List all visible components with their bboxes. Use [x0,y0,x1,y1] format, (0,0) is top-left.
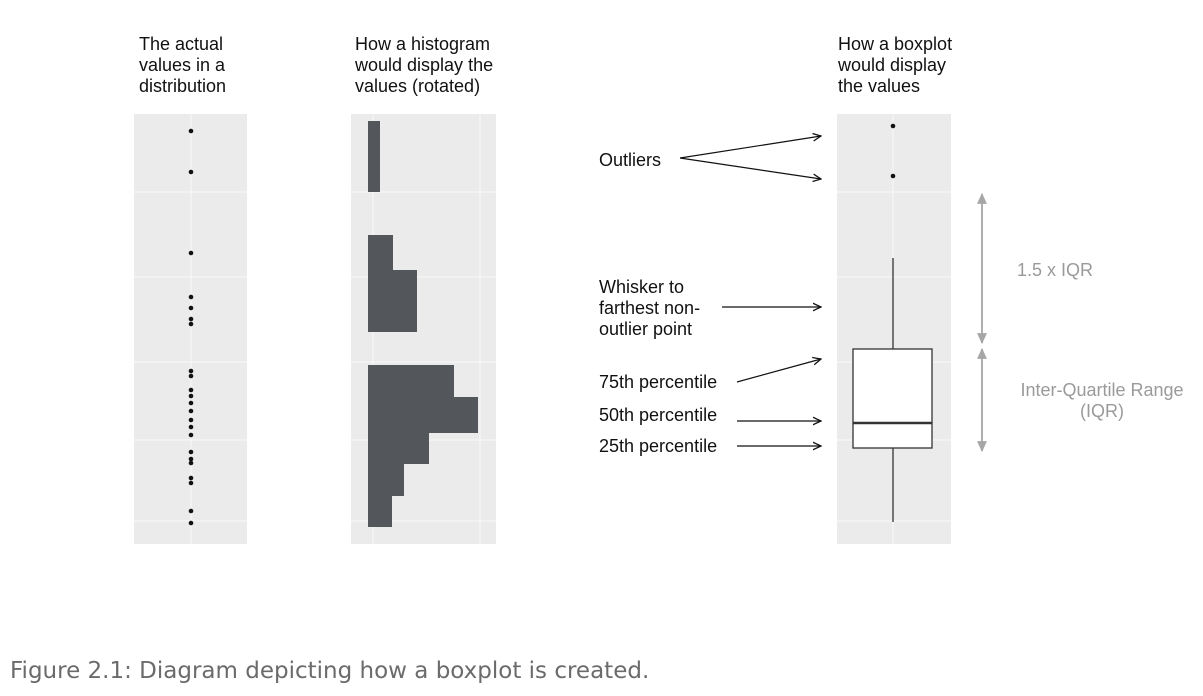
panel-title-histogram: How a histogram would display the values (… [354,34,493,96]
outliers-label: Outliers [599,150,661,170]
value-point [188,449,194,455]
value-point [188,417,194,423]
values-panel [134,114,247,544]
value-point [188,508,194,514]
value-point [188,305,194,311]
value-point [188,321,194,327]
value-point [188,387,194,393]
value-point [188,373,194,379]
value-point [188,408,194,414]
value-point [188,393,194,399]
value-point [188,424,194,430]
iqr15-label: 1.5 x IQR [1017,260,1093,280]
percentile-75-arrow [736,359,821,383]
histogram-bars [368,121,478,527]
outlier-arrow-lower [679,157,821,179]
value-point [188,169,194,175]
value-point [188,128,194,134]
histogram-panel [351,114,496,544]
panel-title-values: The actual values in a distribution [139,34,226,96]
outlier-arrow-upper [679,136,821,159]
outlier-point [890,123,896,129]
outlier-point [890,173,896,179]
percentile-25-label: 25th percentile [599,436,717,456]
value-point [188,456,194,462]
percentile-50-label: 50th percentile [599,405,717,425]
histogram-bar [368,433,429,464]
iqr-label: Inter-Quartile Range (IQR) [1020,380,1183,421]
value-point [188,368,194,374]
iqr-box [852,348,933,449]
histogram-bar [368,464,404,496]
boxplot-panel [837,114,951,544]
boxplot-panel-background [837,114,951,544]
figure-caption: Figure 2.1: Diagram depicting how a boxp… [10,658,650,684]
value-point [188,432,194,438]
histogram-bar [368,397,478,433]
value-points [188,128,194,526]
percentile-75-label: 75th percentile [599,372,717,392]
value-point [188,294,194,300]
value-point [188,480,194,486]
panel-title-boxplot: How a boxplot would display the values [837,34,952,96]
value-point [188,400,194,406]
histogram-bar [368,121,380,192]
value-point [188,250,194,256]
histogram-bar [368,235,393,270]
value-point [188,316,194,322]
whisker-label: Whisker to farthest non-outlier point [599,277,700,339]
annotation-arrows [679,136,821,446]
value-point [188,475,194,481]
value-point [188,520,194,526]
value-point [188,460,194,466]
histogram-bar [368,496,392,527]
histogram-bar [368,365,454,397]
histogram-bar [368,270,417,332]
boxplot-diagram: The actual values in a distribution How a … [134,34,1184,544]
